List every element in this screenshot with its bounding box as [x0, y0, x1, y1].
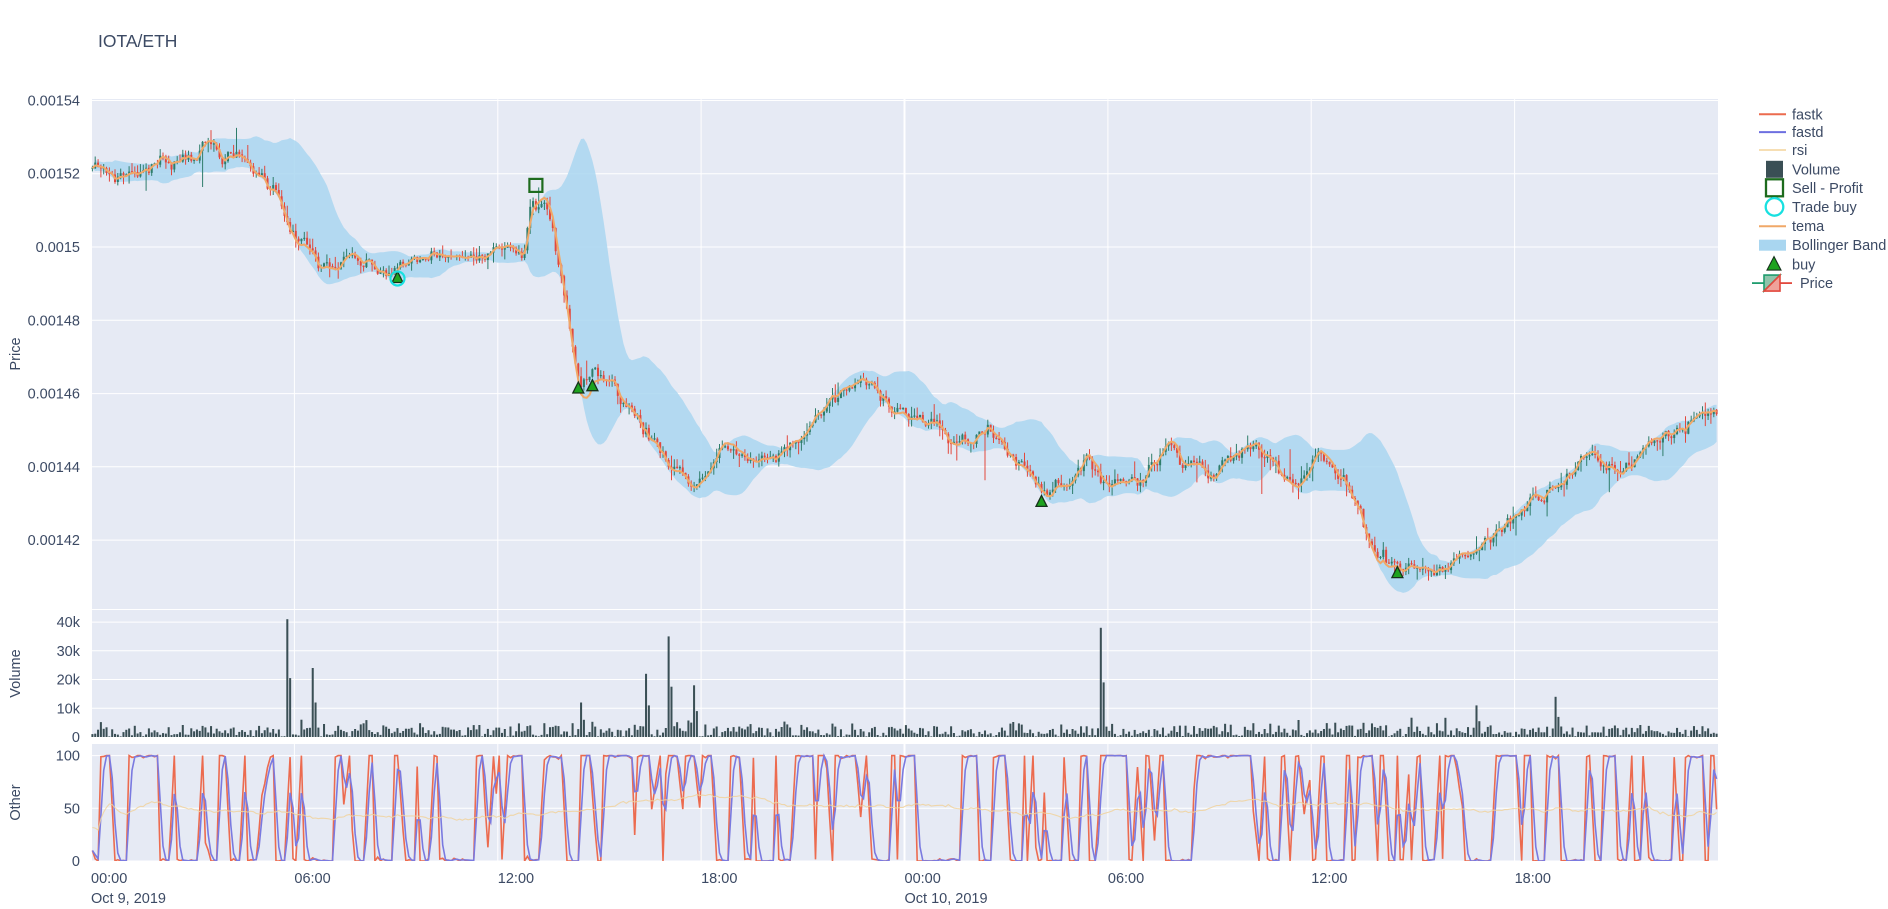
- svg-text:12:00: 12:00: [498, 871, 534, 887]
- svg-text:Trade buy: Trade buy: [1792, 200, 1857, 216]
- svg-text:00:00: 00:00: [91, 871, 127, 887]
- svg-text:Oct 9, 2019: Oct 9, 2019: [91, 891, 166, 907]
- svg-text:Oct 10, 2019: Oct 10, 2019: [905, 891, 988, 907]
- svg-text:fastd: fastd: [1792, 125, 1823, 141]
- svg-text:100: 100: [56, 749, 80, 765]
- svg-text:Volume: Volume: [8, 649, 24, 697]
- svg-text:18:00: 18:00: [1515, 871, 1551, 887]
- svg-text:00:00: 00:00: [905, 871, 941, 887]
- svg-text:0.00146: 0.00146: [28, 387, 80, 403]
- svg-text:0.00142: 0.00142: [28, 533, 80, 549]
- svg-text:fastk: fastk: [1792, 107, 1823, 123]
- svg-text:18:00: 18:00: [701, 871, 737, 887]
- svg-text:0.00144: 0.00144: [28, 460, 80, 476]
- svg-text:tema: tema: [1792, 219, 1825, 235]
- svg-text:06:00: 06:00: [1108, 871, 1144, 887]
- svg-text:buy: buy: [1792, 258, 1816, 274]
- svg-text:rsi: rsi: [1792, 143, 1807, 159]
- svg-text:Price: Price: [8, 337, 24, 370]
- svg-text:Bollinger Band: Bollinger Band: [1792, 238, 1886, 254]
- svg-text:10k: 10k: [57, 701, 81, 717]
- svg-text:06:00: 06:00: [294, 871, 330, 887]
- svg-text:0.00152: 0.00152: [28, 167, 80, 183]
- svg-text:0.00154: 0.00154: [28, 94, 80, 110]
- svg-text:40k: 40k: [57, 615, 81, 631]
- svg-text:0: 0: [72, 730, 80, 746]
- svg-text:0.00148: 0.00148: [28, 313, 80, 329]
- svg-text:0: 0: [72, 854, 80, 870]
- svg-text:Volume: Volume: [1792, 162, 1840, 178]
- svg-text:Sell - Profit: Sell - Profit: [1792, 181, 1863, 197]
- svg-text:12:00: 12:00: [1311, 871, 1347, 887]
- svg-text:Price: Price: [1800, 276, 1833, 292]
- svg-text:30k: 30k: [57, 644, 81, 660]
- svg-text:20k: 20k: [57, 673, 81, 689]
- svg-text:0.0015: 0.0015: [36, 240, 80, 256]
- svg-text:Other: Other: [8, 784, 24, 820]
- svg-text:50: 50: [64, 801, 80, 817]
